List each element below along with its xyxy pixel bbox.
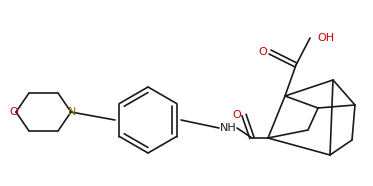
Text: O: O — [233, 110, 241, 120]
Text: N: N — [68, 107, 76, 117]
Text: O: O — [10, 107, 18, 117]
Text: OH: OH — [317, 33, 334, 43]
Text: O: O — [258, 47, 267, 57]
Text: NH: NH — [220, 123, 236, 133]
